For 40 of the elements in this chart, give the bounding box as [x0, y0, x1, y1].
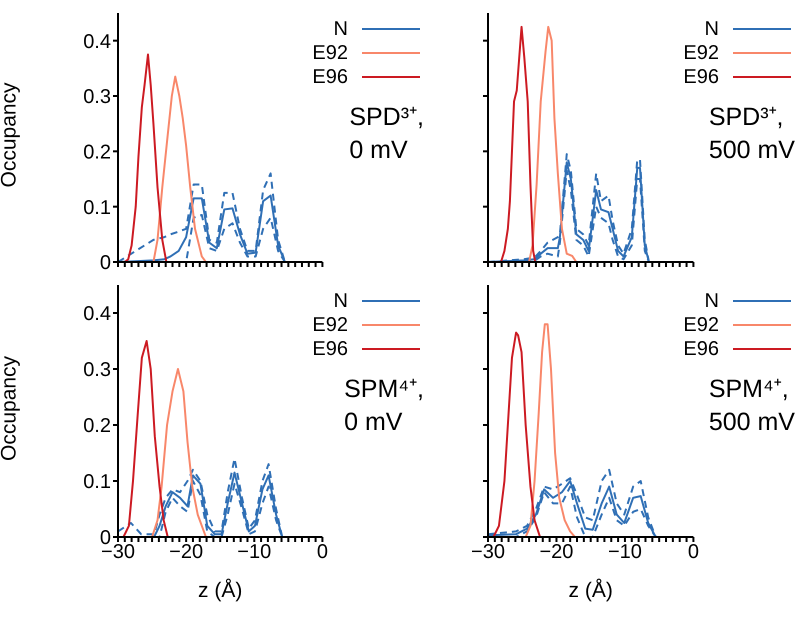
text: 0 mV	[344, 407, 404, 438]
x-tick-label: 0	[316, 541, 328, 564]
x-tick-label: −10	[608, 541, 642, 564]
text: 500 mV	[708, 135, 795, 166]
text: SPM⁴⁺,	[344, 374, 424, 405]
y-axis-title: Occupancy	[0, 355, 20, 461]
x-tick-label: −30	[471, 541, 505, 564]
legend-label: E92	[312, 313, 348, 337]
y-tick-label: 0.3	[83, 359, 111, 382]
legend-label: E96	[683, 65, 719, 89]
y-tick-label: 0.4	[83, 303, 111, 326]
y-tick-label: 0.1	[83, 196, 111, 219]
x-axis-title: z (Å)	[198, 578, 242, 602]
y-tick-label: 0.3	[83, 86, 111, 108]
legend-label: E96	[312, 65, 348, 89]
y-tick-label: 0.2	[83, 141, 111, 164]
legend-label: E92	[312, 41, 348, 65]
y-tick-label: 0.1	[83, 471, 111, 494]
x-axis-title: z (Å)	[568, 578, 613, 602]
legend-label: E96	[683, 337, 719, 361]
text: SPD³⁺,	[349, 102, 424, 133]
x-tick-label: 0	[688, 541, 699, 564]
y-tick-label: 0	[100, 252, 111, 274]
x-tick-label: −20	[169, 541, 204, 564]
legend-label: N	[704, 17, 719, 41]
legend-label: N	[704, 289, 719, 313]
x-tick-label: −20	[540, 541, 574, 564]
legend-label: N	[334, 17, 348, 41]
y-axis-title: Occupancy	[0, 82, 20, 188]
legend-label: E96	[312, 337, 348, 361]
legend-label: E92	[683, 313, 719, 337]
text: SPM⁴⁺,	[708, 374, 790, 405]
legend-label: E92	[683, 41, 719, 65]
text: SPD³⁺,	[708, 102, 785, 133]
text: 0 mV	[349, 135, 409, 166]
y-tick-label: 0.2	[83, 415, 111, 438]
text: 500 mV	[708, 407, 795, 438]
x-tick-label: −10	[237, 541, 272, 564]
y-tick-label: 0.4	[83, 30, 111, 53]
legend-label: N	[334, 289, 348, 313]
